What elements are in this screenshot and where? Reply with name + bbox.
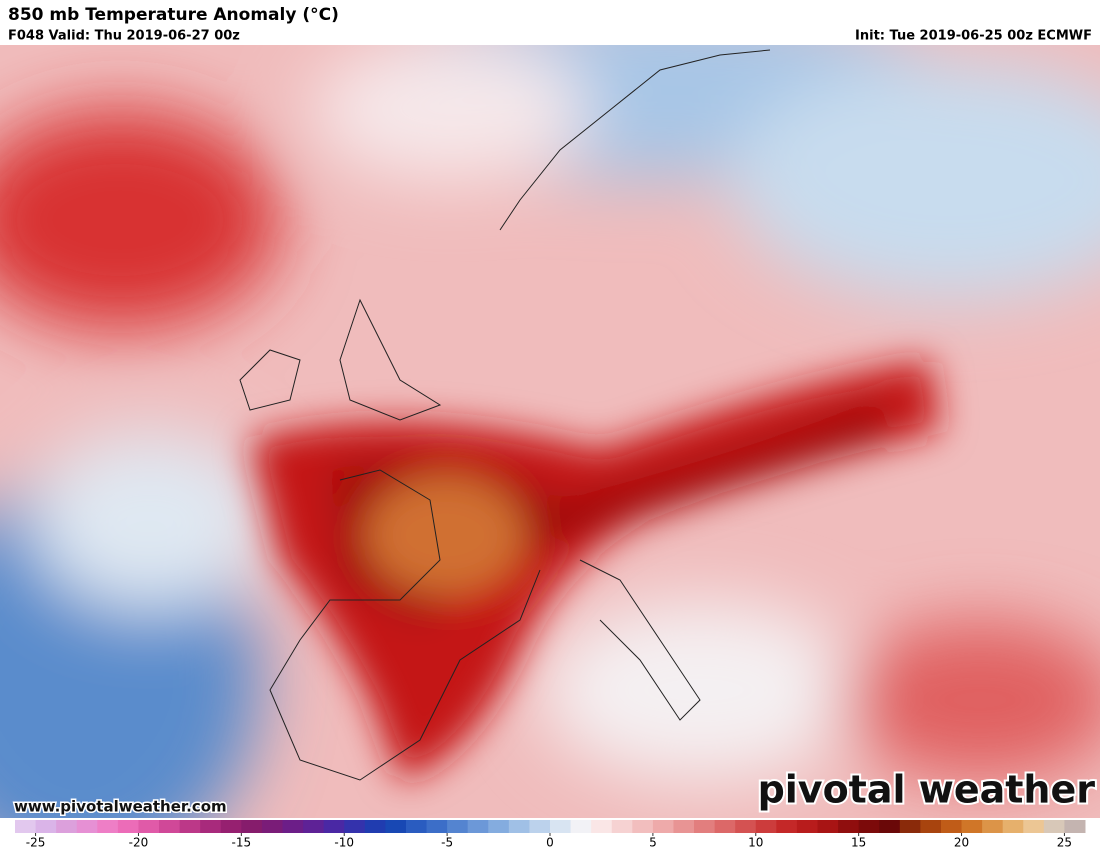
colorbar-tick-label: -5 (441, 836, 453, 850)
map-title: 850 mb Temperature Anomaly (°C) (8, 5, 339, 25)
colorbar-swatch (508, 820, 530, 833)
colorbar-swatch (467, 820, 489, 833)
colorbar-tick-label: 10 (748, 836, 763, 850)
colorbar-swatch (1064, 820, 1086, 833)
colorbar-swatch (796, 820, 818, 833)
colorbar-swatch (1043, 820, 1065, 833)
colorbar-swatch (694, 820, 716, 833)
colorbar-swatch (1023, 820, 1045, 833)
colorbar-swatch (755, 820, 777, 833)
colorbar-swatch (632, 820, 654, 833)
colorbar-swatch (282, 820, 304, 833)
colorbar-swatch (550, 820, 572, 833)
colorbar-tick-label: -15 (232, 836, 252, 850)
colorbar-swatch (611, 820, 633, 833)
colorbar-swatch (200, 820, 222, 833)
colorbar-tick-label: 25 (1057, 836, 1072, 850)
colorbar-swatch (35, 820, 57, 833)
colorbar-swatch (76, 820, 98, 833)
logo: pivotal weather (758, 768, 1096, 812)
colorbar-swatch (940, 820, 963, 833)
coastline (239, 49, 771, 781)
colorbar-swatch (488, 820, 510, 833)
colorbar-swatch (673, 820, 695, 833)
colorbar-swatch (776, 820, 798, 833)
colorbar-tick-label: 0 (546, 836, 554, 850)
colorbar-swatch (982, 820, 1004, 833)
colorbar-swatch (303, 820, 325, 833)
colorbar-swatch (735, 820, 757, 833)
colorbar-swatch (879, 820, 901, 833)
colorbar-swatch (405, 820, 428, 833)
colorbar-swatch (447, 820, 469, 833)
colorbar-swatch (323, 820, 345, 833)
colorbar-swatch (15, 820, 37, 833)
colorbar-tick-label: -25 (26, 836, 46, 850)
colorbar-swatch (138, 820, 160, 833)
colorbar-swatch (179, 820, 201, 833)
website: www.pivotalweather.com (14, 798, 227, 816)
colorbar-swatch (220, 820, 242, 833)
colorbar-swatch (426, 820, 448, 833)
colorbar-swatch (838, 820, 860, 833)
colorbar-swatch (344, 820, 366, 833)
colorbar-swatch (117, 820, 139, 833)
colorbar-tick-label: -20 (129, 836, 149, 850)
colorbar-swatch (1002, 820, 1024, 833)
colorbar-swatch (899, 820, 921, 833)
colorbar-swatch (961, 820, 983, 833)
colorbar-swatch (97, 820, 119, 833)
colorbar-swatch (652, 820, 674, 833)
colorbar-swatch (241, 820, 263, 833)
colorbar: -25 -20 -15 -10 -5 0 5 10 15 20 25 (15, 820, 1086, 850)
colorbar-swatch (714, 820, 736, 833)
valid-time: F048 Valid: Thu 2019-06-27 00z (8, 29, 240, 44)
colorbar-swatch (261, 820, 283, 833)
colorbar-swatch (159, 820, 181, 833)
colorbar-swatch (385, 820, 407, 833)
colorbar-tick-label: 15 (851, 836, 866, 850)
colorbar-swatch (920, 820, 942, 833)
colorbar-swatch (570, 820, 592, 833)
init-time: Init: Tue 2019-06-25 00z ECMWF (855, 29, 1092, 44)
colorbar-swatch (858, 820, 880, 833)
colorbar-tick-label: -10 (334, 836, 354, 850)
colorbar-swatch (364, 820, 386, 833)
colorbar-swatch (529, 820, 551, 833)
colorbar-tick-label: 5 (649, 836, 657, 850)
colorbar-tick-label: 20 (954, 836, 969, 850)
colorbar-swatch (56, 820, 78, 833)
colorbar-swatch (817, 820, 839, 833)
colorbar-swatch (591, 820, 613, 833)
